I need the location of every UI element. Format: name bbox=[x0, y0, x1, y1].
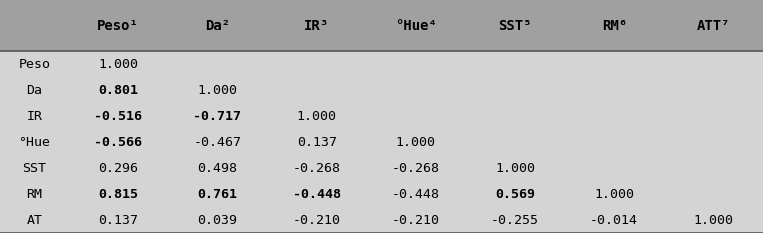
Text: AT: AT bbox=[27, 213, 42, 226]
Text: -0.210: -0.210 bbox=[392, 213, 439, 226]
Text: -0.566: -0.566 bbox=[95, 136, 142, 149]
Text: ATT⁷: ATT⁷ bbox=[697, 19, 730, 33]
Text: 0.498: 0.498 bbox=[198, 162, 237, 175]
Text: 1.000: 1.000 bbox=[198, 84, 237, 97]
Text: -0.210: -0.210 bbox=[293, 213, 340, 226]
Text: -0.516: -0.516 bbox=[95, 110, 142, 123]
Text: RM: RM bbox=[27, 188, 42, 201]
Text: SST: SST bbox=[22, 162, 47, 175]
Bar bbox=[0, 0, 763, 51]
Text: -0.467: -0.467 bbox=[194, 136, 241, 149]
Text: IR³: IR³ bbox=[304, 19, 329, 33]
Text: -0.014: -0.014 bbox=[591, 213, 638, 226]
Text: Peso: Peso bbox=[18, 58, 50, 71]
Text: -0.717: -0.717 bbox=[194, 110, 241, 123]
Text: -0.448: -0.448 bbox=[392, 188, 439, 201]
Text: 0.569: 0.569 bbox=[495, 188, 535, 201]
Text: SST⁵: SST⁵ bbox=[498, 19, 532, 33]
Text: 0.137: 0.137 bbox=[98, 213, 138, 226]
Text: 1.000: 1.000 bbox=[694, 213, 733, 226]
Bar bbox=[0, 51, 763, 233]
Text: 1.000: 1.000 bbox=[396, 136, 436, 149]
Text: 1.000: 1.000 bbox=[297, 110, 336, 123]
Text: 0.761: 0.761 bbox=[198, 188, 237, 201]
Text: 0.137: 0.137 bbox=[297, 136, 336, 149]
Text: Da²: Da² bbox=[205, 19, 230, 33]
Text: -0.255: -0.255 bbox=[491, 213, 539, 226]
Text: 0.296: 0.296 bbox=[98, 162, 138, 175]
Text: 1.000: 1.000 bbox=[495, 162, 535, 175]
Text: IR: IR bbox=[27, 110, 42, 123]
Text: -0.268: -0.268 bbox=[392, 162, 439, 175]
Text: 0.039: 0.039 bbox=[198, 213, 237, 226]
Text: 1.000: 1.000 bbox=[98, 58, 138, 71]
Text: °Hue: °Hue bbox=[18, 136, 50, 149]
Text: 1.000: 1.000 bbox=[594, 188, 634, 201]
Text: Da: Da bbox=[27, 84, 42, 97]
Text: 0.801: 0.801 bbox=[98, 84, 138, 97]
Text: Peso¹: Peso¹ bbox=[98, 19, 139, 33]
Text: -0.448: -0.448 bbox=[293, 188, 340, 201]
Text: °Hue⁴: °Hue⁴ bbox=[395, 19, 436, 33]
Text: RM⁶: RM⁶ bbox=[602, 19, 626, 33]
Text: -0.268: -0.268 bbox=[293, 162, 340, 175]
Text: 0.815: 0.815 bbox=[98, 188, 138, 201]
